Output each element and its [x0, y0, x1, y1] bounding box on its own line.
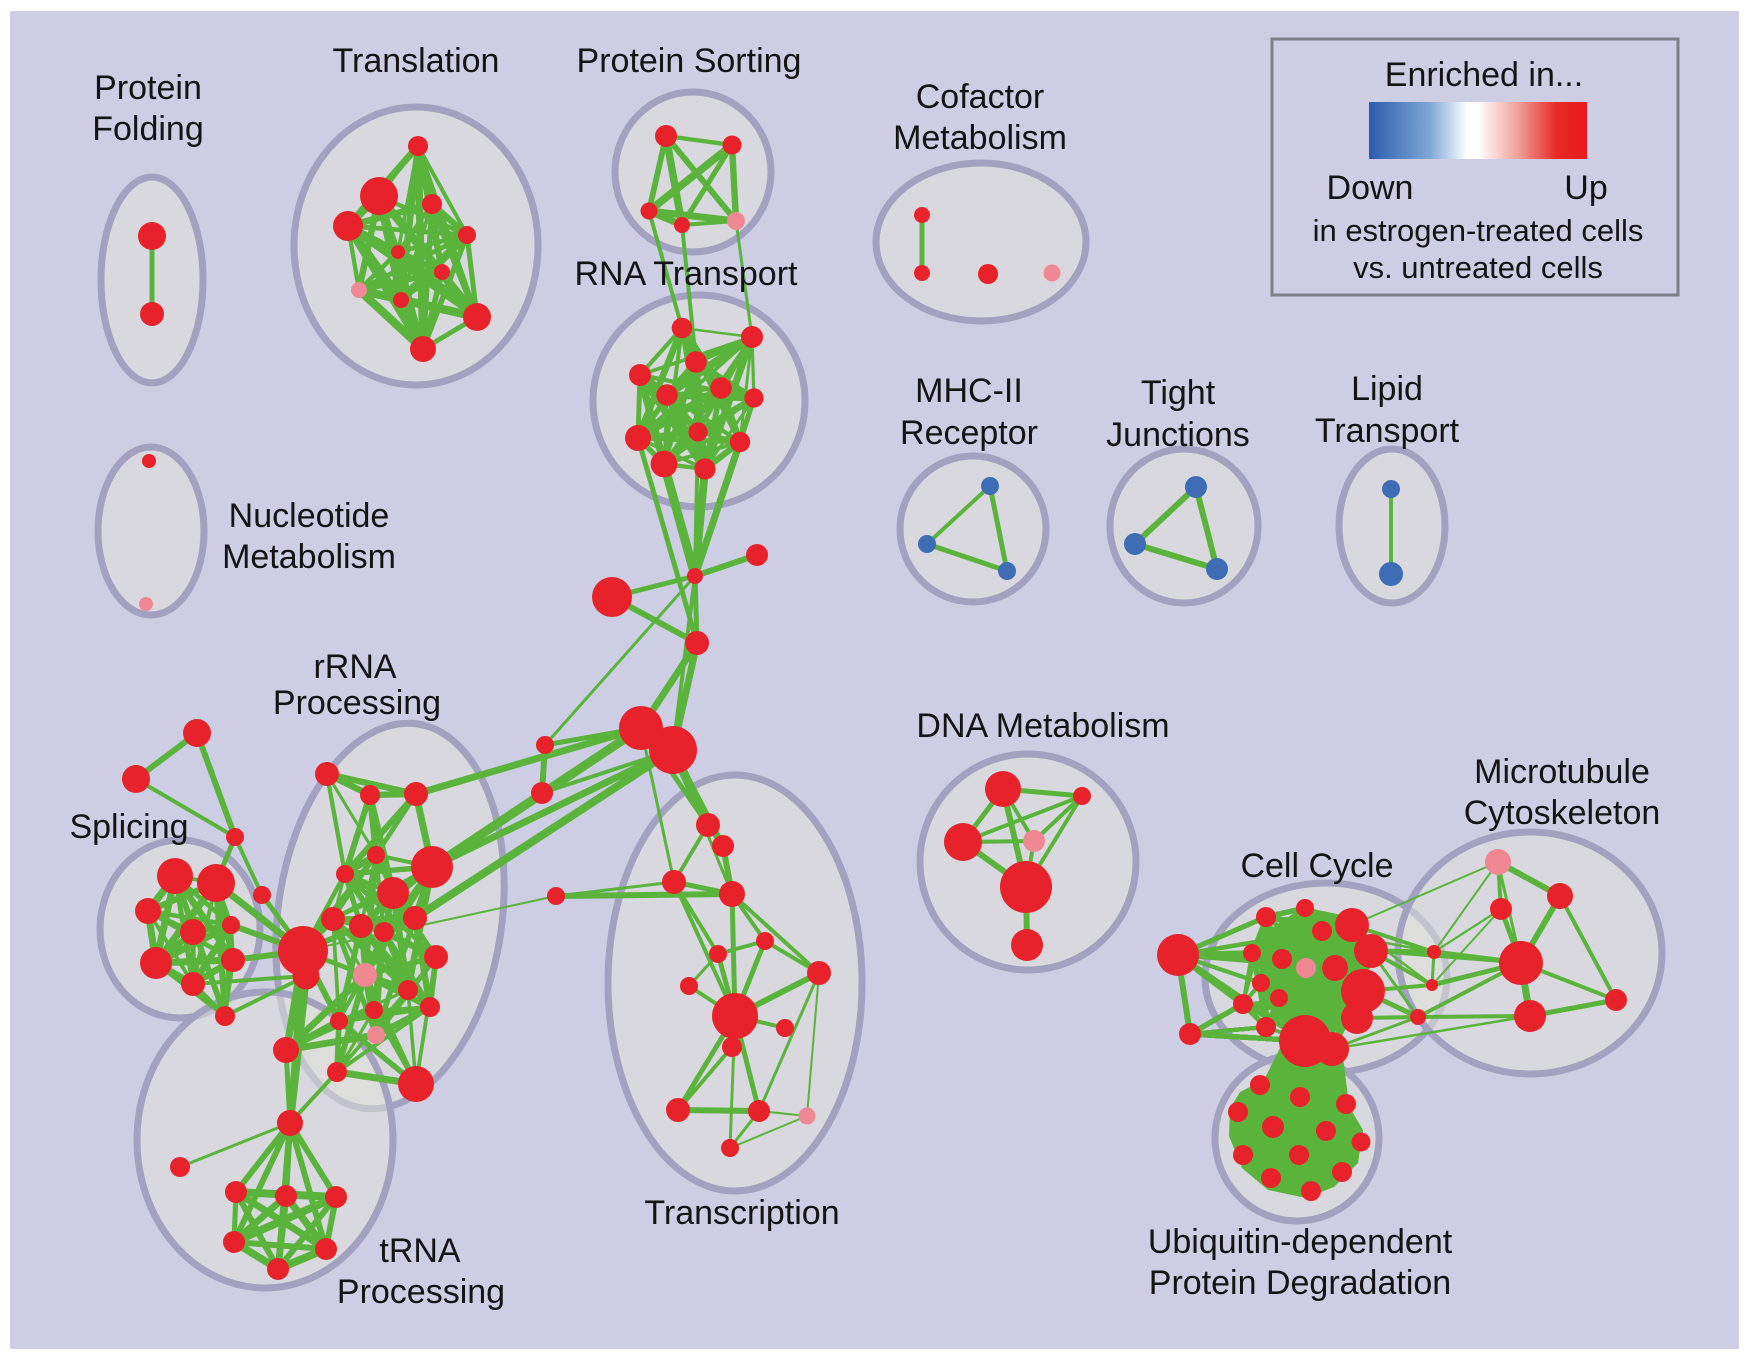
svg-text:Receptor: Receptor — [900, 414, 1038, 452]
svg-text:Transcription: Transcription — [644, 1194, 839, 1232]
svg-text:Metabolism: Metabolism — [893, 119, 1067, 157]
svg-text:Enriched in...: Enriched in... — [1385, 56, 1583, 94]
svg-text:Nucleotide: Nucleotide — [229, 497, 390, 535]
svg-text:Down: Down — [1327, 169, 1414, 207]
svg-text:Protein Degradation: Protein Degradation — [1149, 1264, 1451, 1302]
svg-text:vs. untreated cells: vs. untreated cells — [1353, 250, 1603, 285]
svg-text:rRNA: rRNA — [313, 648, 396, 686]
svg-text:RNA Transport: RNA Transport — [575, 255, 799, 293]
svg-text:Tight: Tight — [1141, 374, 1216, 412]
svg-text:Processing: Processing — [273, 684, 441, 722]
svg-text:Transport: Transport — [1315, 412, 1460, 450]
svg-text:Protein: Protein — [94, 69, 202, 107]
svg-text:Protein Sorting: Protein Sorting — [577, 42, 802, 80]
svg-text:Translation: Translation — [333, 42, 500, 80]
svg-text:Junctions: Junctions — [1106, 416, 1250, 454]
svg-text:Splicing: Splicing — [69, 808, 188, 846]
svg-text:Processing: Processing — [337, 1273, 505, 1311]
svg-text:Cytoskeleton: Cytoskeleton — [1464, 794, 1661, 832]
svg-text:Cofactor: Cofactor — [916, 78, 1045, 116]
svg-text:Lipid: Lipid — [1351, 370, 1423, 408]
svg-text:tRNA: tRNA — [379, 1232, 461, 1270]
svg-text:in estrogen-treated cells: in estrogen-treated cells — [1313, 213, 1644, 248]
svg-text:Cell Cycle: Cell Cycle — [1240, 847, 1393, 885]
svg-text:DNA Metabolism: DNA Metabolism — [916, 707, 1169, 745]
svg-text:Metabolism: Metabolism — [222, 538, 396, 576]
svg-text:Ubiquitin-dependent: Ubiquitin-dependent — [1148, 1223, 1453, 1261]
svg-text:Up: Up — [1564, 169, 1607, 207]
svg-text:Folding: Folding — [92, 110, 204, 148]
svg-text:MHC-II: MHC-II — [915, 372, 1023, 410]
svg-text:Microtubule: Microtubule — [1474, 753, 1650, 791]
